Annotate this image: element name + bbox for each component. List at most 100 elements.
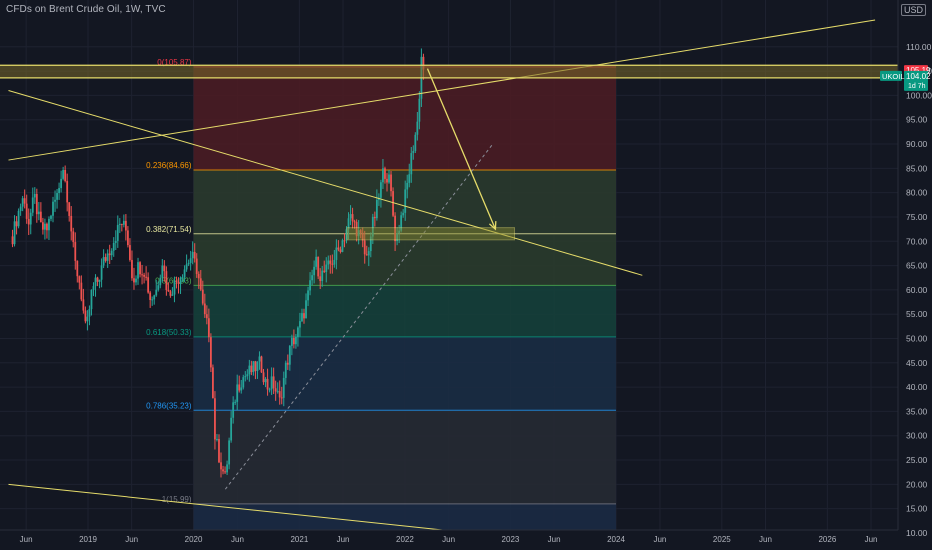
candle-body <box>191 251 194 259</box>
y-tick-label: 85.00 <box>906 163 928 173</box>
candle-body <box>264 378 267 383</box>
candle-body <box>380 182 382 198</box>
candle-body <box>410 153 413 175</box>
x-tick-label: Jun <box>865 535 878 544</box>
candle-body <box>254 361 257 372</box>
candle-body <box>396 233 399 242</box>
candle-body <box>151 299 154 301</box>
candle-body <box>72 231 75 243</box>
candle-body <box>153 295 156 300</box>
y-tick-label: 55.00 <box>906 309 928 319</box>
y-tick-label: 10.00 <box>906 528 928 538</box>
last-price-tag <box>904 70 928 91</box>
y-tick-label: 90.00 <box>906 139 928 149</box>
candle-body <box>173 280 176 295</box>
candle-body <box>92 286 95 290</box>
candle-body <box>345 229 348 241</box>
candle-body <box>27 218 30 225</box>
candle-body <box>375 199 378 219</box>
candle-body <box>44 223 46 230</box>
x-tick-label: Jun <box>442 535 455 544</box>
fibonacci-retracement: 0(105.87) 0.236(84.66) 0.382(71.54) 0.5(60.… <box>146 58 616 530</box>
candle-body <box>398 230 401 234</box>
candle-body <box>46 223 48 231</box>
candle-body <box>371 216 374 237</box>
candle-body <box>80 282 83 300</box>
candle-body <box>155 289 158 296</box>
candle-body <box>278 391 281 398</box>
candle-body <box>361 232 364 241</box>
candle-body <box>418 98 421 122</box>
y-tick-label: 65.00 <box>906 261 928 271</box>
time-axis: Jun 2019 Jun 2020 Jun 2021 Jun 2022 Jun 2023 Jun 20… <box>0 529 898 544</box>
candle-body <box>167 289 170 292</box>
candle-body <box>260 356 263 373</box>
candle-body <box>149 292 152 300</box>
candle-body <box>94 277 97 287</box>
candle-body <box>394 215 396 242</box>
candle-body <box>272 376 275 389</box>
candle-body <box>209 337 212 368</box>
candle-body <box>207 318 210 338</box>
candle-body <box>404 189 407 213</box>
fib-level-label: 0.786(35.23) <box>146 401 192 410</box>
candle-body <box>88 309 91 317</box>
marked-price-label: 105.19 <box>906 66 931 75</box>
candle-body <box>104 257 107 261</box>
candle-body <box>252 361 255 373</box>
candle-body <box>400 215 403 231</box>
candle-body <box>212 367 214 399</box>
candle-body <box>110 250 113 256</box>
candle-body <box>82 299 85 311</box>
candle-body <box>86 316 89 322</box>
candle-body <box>412 150 415 154</box>
candle-body <box>276 391 279 393</box>
candle-body <box>114 240 117 243</box>
candle-body <box>100 265 103 280</box>
candle-body <box>414 134 417 151</box>
chart-title: CFDs on Brent Crude Oil, 1W, TVC <box>6 4 166 15</box>
price-axis: 10.00 15.00 20.00 25.00 30.00 35.00 40.00 45.00… <box>880 0 932 538</box>
x-tick-label: 2022 <box>396 535 414 544</box>
candle-body <box>373 216 376 219</box>
y-tick-label: 15.00 <box>906 504 928 514</box>
candle-body <box>392 191 394 216</box>
candle-body <box>54 199 56 202</box>
candle-body <box>116 224 119 241</box>
candle-body <box>201 289 204 304</box>
candle-body <box>76 260 79 277</box>
candle-body <box>329 260 332 264</box>
candle-body <box>319 276 322 281</box>
y-tick-label: 20.00 <box>906 479 928 489</box>
candle-body <box>39 211 42 223</box>
y-tick-label: 60.00 <box>906 285 928 295</box>
candle-body <box>161 265 164 278</box>
candle-body <box>386 178 388 183</box>
candle-body <box>68 202 71 216</box>
candle-body <box>268 389 271 391</box>
x-tick-label: Jun <box>653 535 666 544</box>
candle-body <box>295 336 297 345</box>
candle-body <box>250 365 253 373</box>
candle-body <box>222 469 224 472</box>
candle-body <box>21 198 24 207</box>
currency-selector[interactable]: USD <box>900 4 926 16</box>
candle-body <box>367 251 370 256</box>
candle-body <box>280 397 283 399</box>
candle-body <box>179 277 182 284</box>
candle-body <box>52 201 54 216</box>
candle-body <box>402 212 405 216</box>
candle-body <box>274 388 277 392</box>
candle-body <box>292 337 295 345</box>
candle-body <box>234 401 237 403</box>
symbol-tag <box>880 70 902 81</box>
fib-zone <box>193 66 616 170</box>
candle-body <box>365 254 368 256</box>
x-tick-label: 2020 <box>185 535 203 544</box>
candle-body <box>197 273 200 279</box>
candle-body <box>74 242 77 261</box>
candle-body <box>70 215 73 232</box>
candle-body <box>305 300 307 319</box>
